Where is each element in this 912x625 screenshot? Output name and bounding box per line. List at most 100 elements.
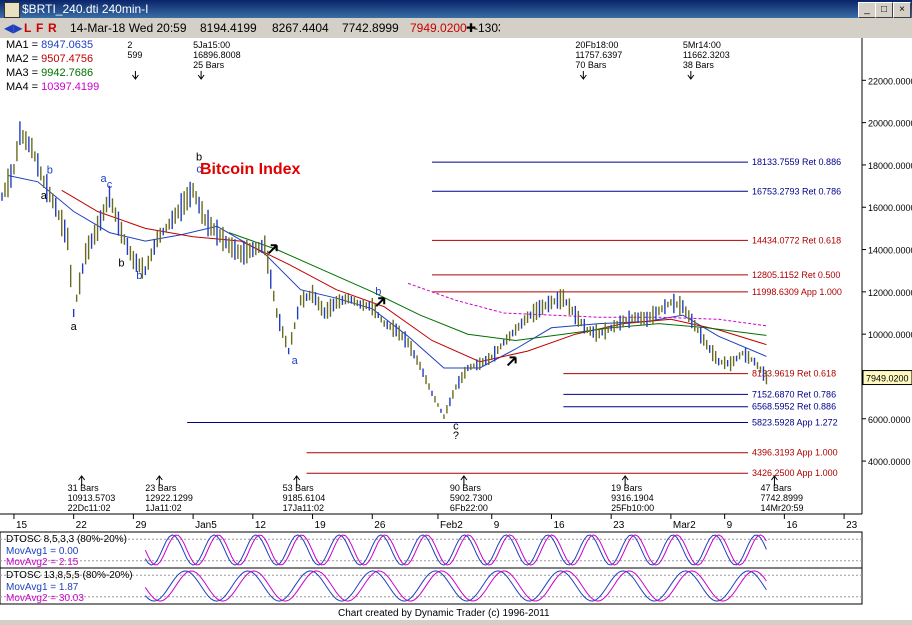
top-annotation-text: 2 xyxy=(127,40,132,50)
x-tick-label: 9 xyxy=(494,520,500,531)
ma-legend-item: MA3 = 9942.7686 xyxy=(6,66,99,80)
wave-label: b xyxy=(375,286,381,298)
wave-label: c xyxy=(453,420,459,432)
level-label: 7152.6870 Ret 0.786 xyxy=(752,389,836,399)
oscillator-line xyxy=(144,570,767,602)
x-tick-label: 16 xyxy=(786,520,798,531)
down-arrow-icon xyxy=(579,71,587,80)
bar-open: 8194.4199 xyxy=(200,21,257,35)
x-tick-label: 16 xyxy=(553,520,565,531)
ma-legend-label: MA1 = xyxy=(6,39,42,51)
level-label: 14434.0772 Ret 0.618 xyxy=(752,235,841,245)
wave-label: c xyxy=(107,179,113,191)
bottom-annotation-text: 14Mr20:59 xyxy=(760,503,803,513)
bottom-annotation-text: 7742.8999 xyxy=(760,493,803,503)
level-label: 12805.1152 Ret 0.500 xyxy=(752,270,840,280)
wave-label: a xyxy=(41,190,48,202)
minimize-button[interactable]: _ xyxy=(858,2,876,18)
top-annotation-text: 25 Bars xyxy=(193,60,225,70)
up-arrow-icon xyxy=(293,475,301,486)
level-label: 6568.5952 Ret 0.886 xyxy=(752,402,836,412)
top-annotation-text: 5Ja15:00 xyxy=(193,40,230,50)
indicator-avg1: MovAvg1 = 1.87 xyxy=(6,582,79,593)
bottom-annotation-text: 19 Bars xyxy=(611,483,643,493)
toolbar-button-r[interactable]: R xyxy=(48,21,57,35)
y-tick-label: 20000.0000 xyxy=(868,119,912,129)
ma-legend-item: MA2 = 9507.4756 xyxy=(6,52,99,66)
toolbar-button-l[interactable]: L xyxy=(24,21,32,35)
chart-title: Bitcoin Index xyxy=(200,161,301,178)
y-tick-label: 14000.0000 xyxy=(868,246,912,256)
up-arrow-icon xyxy=(78,475,86,486)
toolbar-button-f[interactable]: F xyxy=(36,21,44,35)
window-title: $BRTI_240.dti 240min-I xyxy=(22,2,149,16)
top-annotation-text: 11757.6397 xyxy=(575,50,622,60)
level-label: 5823.5928 App 1.272 xyxy=(752,418,838,428)
indicator-pane xyxy=(0,531,863,569)
y-tick-label: 4000.0000 xyxy=(868,457,911,467)
crosshair-icon[interactable]: ✚ xyxy=(466,21,477,35)
y-tick-label: 18000.0000 xyxy=(868,161,912,171)
moving-average-line xyxy=(7,175,767,369)
down-arrow-icon xyxy=(197,71,205,80)
bottom-annotation-text: 9185.6104 xyxy=(283,493,326,503)
level-label: 11998.6309 App 1.000 xyxy=(752,287,842,297)
chart-area: 18133.7559 Ret 0.886 16753.2793 Ret 0.786… xyxy=(0,38,912,620)
wave-label: b xyxy=(196,152,202,164)
chart-svg: 18133.7559 Ret 0.886 16753.2793 Ret 0.786… xyxy=(0,38,912,619)
ma-legend: MA1 = 8947.0635 MA2 = 9507.4756 MA3 = 9942… xyxy=(6,38,99,94)
maximize-button[interactable]: □ xyxy=(875,2,893,18)
bar-change: -1303 xyxy=(474,21,500,35)
bar-high: 8267.4404 xyxy=(272,21,329,35)
indicator-pane xyxy=(0,567,863,605)
ma-legend-value: 10397.4199 xyxy=(41,81,100,93)
bottom-annotation-text: 9316.1904 xyxy=(611,493,654,503)
footer-credit: Chart created by Dynamic Trader (c) 1996… xyxy=(338,608,550,619)
nav-arrows-icon[interactable]: ◀▶ xyxy=(4,21,23,35)
moving-average-line xyxy=(228,232,767,342)
level-label: 18133.7559 Ret 0.886 xyxy=(752,157,841,167)
bottom-annotation-text: 17Ja11:02 xyxy=(283,503,324,513)
wave-label: a xyxy=(71,321,78,333)
indicator-title: DTOSC 13,8,5,5 (80%-20%) xyxy=(6,570,133,581)
x-tick-label: 15 xyxy=(16,520,28,531)
up-arrow-icon xyxy=(771,475,778,486)
x-tick-label: 12 xyxy=(255,520,267,531)
ma-legend-value: 9507.4756 xyxy=(41,53,94,65)
ma-legend-label: MA4 = xyxy=(6,81,42,93)
top-annotation-text: 11662.3203 xyxy=(683,50,730,60)
x-tick-label: Feb2 xyxy=(440,520,463,531)
last-price-label: 7949.0200 xyxy=(866,374,909,384)
bottom-annotation-text: 47 Bars xyxy=(760,483,792,493)
ma-legend-label: MA2 = xyxy=(6,53,42,65)
oscillator-signal-line xyxy=(144,570,767,602)
x-tick-label: 26 xyxy=(374,520,386,531)
x-tick-label: 23 xyxy=(846,520,858,531)
bottom-annotation-text: 90 Bars xyxy=(450,483,482,493)
wave-label: c xyxy=(196,163,202,175)
up-arrow-icon xyxy=(621,475,629,486)
x-tick-label: 22 xyxy=(76,520,88,531)
wave-label: b xyxy=(118,257,124,269)
close-button[interactable]: × xyxy=(893,2,911,18)
title-bar: $BRTI_240.dti 240min-I _ □ × xyxy=(0,0,912,18)
moving-average-line xyxy=(61,189,767,363)
bottom-annotation-text: 12922.1299 xyxy=(145,493,193,503)
ma-legend-value: 8947.0635 xyxy=(41,39,94,51)
wave-label: b xyxy=(136,270,142,282)
wave-label: a xyxy=(292,355,299,367)
x-tick-label: 9 xyxy=(727,520,733,531)
y-tick-label: 12000.0000 xyxy=(868,288,912,298)
last-price-box xyxy=(862,370,912,386)
bottom-annotation-text: 10913.5703 xyxy=(68,493,116,503)
down-arrow-icon xyxy=(687,71,695,80)
wave-label: a xyxy=(100,173,107,185)
x-tick-label: 19 xyxy=(315,520,327,531)
ma-legend-item: MA1 = 8947.0635 xyxy=(6,38,99,52)
level-label: 8133.9619 Ret 0.618 xyxy=(752,369,836,379)
top-annotation-text: 599 xyxy=(127,50,142,60)
x-tick-label: 23 xyxy=(613,520,625,531)
toolbar: ◀▶ L F R 14-Mar-18 Wed 20:59 8194.4199 8… xyxy=(0,18,912,39)
bottom-annotation-text: 6Fb22:00 xyxy=(450,503,488,513)
bottom-annotation-text: 31 Bars xyxy=(68,483,100,493)
